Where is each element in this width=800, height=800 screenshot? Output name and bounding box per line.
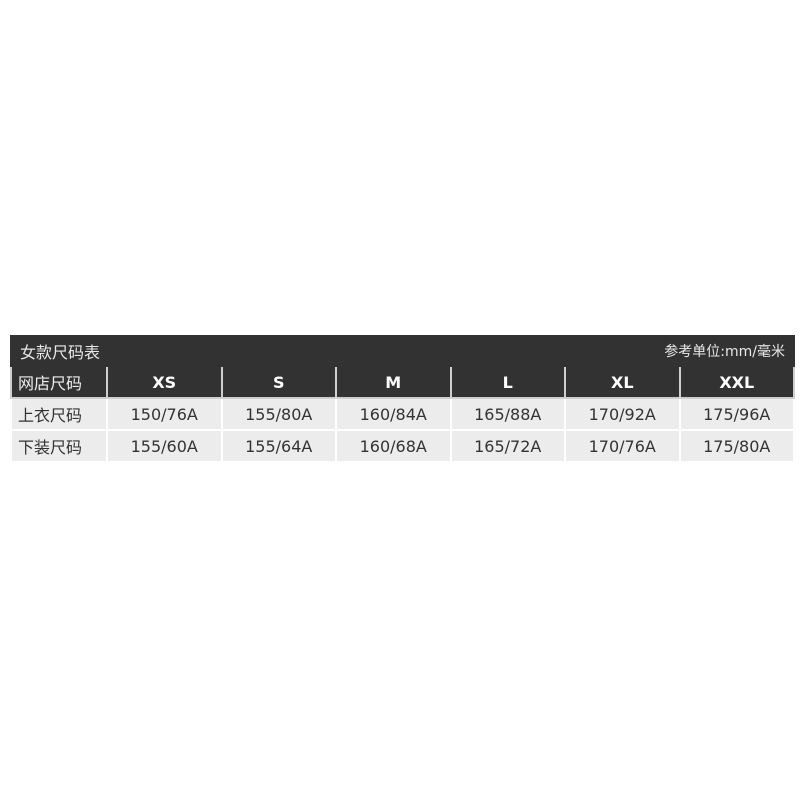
table-row: 上衣尺码 150/76A 155/80A 160/84A 165/88A 170…: [10, 397, 795, 431]
size-chart: 女款尺码表 参考单位:mm/毫米 网店尺码 XS S M L XL XXL 上衣…: [10, 335, 795, 463]
cell: 160/84A: [335, 397, 452, 431]
size-header: L: [449, 367, 566, 399]
cell: 170/76A: [564, 429, 681, 463]
header-row: 网店尺码 XS S M L XL XXL: [10, 367, 795, 399]
size-header: XXL: [678, 367, 795, 399]
cell: 170/92A: [564, 397, 681, 431]
size-table: 网店尺码 XS S M L XL XXL 上衣尺码 150/76A 155/80…: [10, 367, 795, 463]
unit-note: 参考单位:mm/毫米: [664, 344, 785, 360]
size-header: M: [335, 367, 452, 399]
cell: 155/80A: [220, 397, 337, 431]
cell: 150/76A: [106, 397, 223, 431]
row-label: 上衣尺码: [10, 397, 108, 431]
cell: 165/88A: [449, 397, 566, 431]
cell: 155/60A: [106, 429, 223, 463]
chart-title: 女款尺码表: [20, 343, 101, 362]
cell: 175/80A: [678, 429, 795, 463]
size-header: S: [220, 367, 337, 399]
size-header: XS: [106, 367, 223, 399]
header-label: 网店尺码: [10, 367, 108, 399]
size-header: XL: [564, 367, 681, 399]
title-bar: 女款尺码表 参考单位:mm/毫米: [10, 335, 795, 367]
cell: 175/96A: [678, 397, 795, 431]
cell: 155/64A: [220, 429, 337, 463]
row-label: 下装尺码: [10, 429, 108, 463]
cell: 165/72A: [449, 429, 566, 463]
cell: 160/68A: [335, 429, 452, 463]
table-row: 下装尺码 155/60A 155/64A 160/68A 165/72A 170…: [10, 429, 795, 463]
